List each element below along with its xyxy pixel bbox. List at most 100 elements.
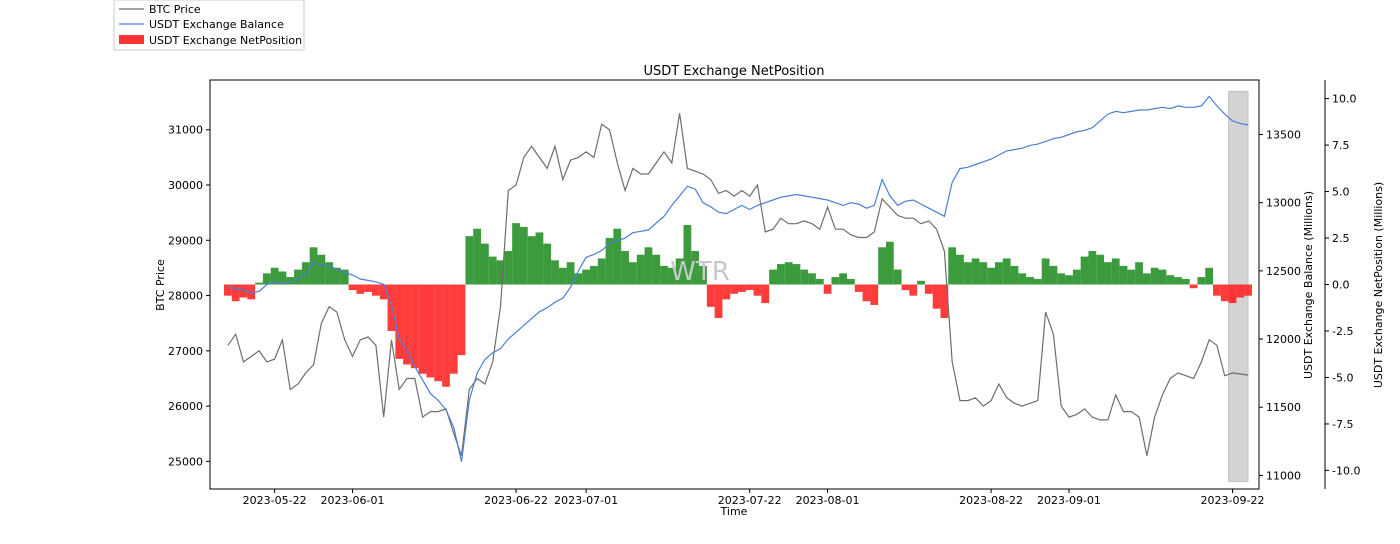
netposition-bar [948, 247, 957, 285]
netposition-bar [636, 254, 645, 285]
netposition-bar [839, 273, 848, 285]
netposition-bar [1205, 267, 1214, 285]
netposition-bar [862, 284, 871, 302]
netposition-bar [574, 273, 583, 285]
netposition-bar [815, 278, 824, 285]
netposition-bar [994, 262, 1003, 285]
netposition-bar [901, 284, 910, 291]
x-axis-label: Time [720, 505, 748, 518]
netposition-bar [1220, 284, 1229, 302]
netposition-bar [364, 284, 372, 292]
y-balance-tick-label: 13000 [1266, 197, 1301, 210]
netposition-bar [714, 284, 723, 318]
netposition-bar [597, 258, 606, 285]
x-tick-label: 2023-09-22 [1201, 494, 1265, 507]
netposition-bar [621, 251, 629, 285]
netposition-bar [590, 265, 598, 285]
netposition-bar [683, 225, 692, 285]
netposition-bar [1228, 284, 1237, 304]
netposition-bar [800, 269, 809, 285]
y-axis-label-netposition: USDT Exchange NetPosition (Millions) [1372, 182, 1385, 388]
netposition-bar [1236, 284, 1245, 298]
y-netposition-tick-label: 10.0 [1332, 93, 1357, 106]
netposition-bar [340, 269, 349, 285]
netposition-bar [512, 223, 520, 285]
netposition-bar [675, 258, 684, 285]
axes-layer: 2023-05-22 2023-06-01 2023-06-22 2023-07-01… [168, 80, 1360, 507]
netposition-bar [652, 254, 661, 285]
netposition-bar [699, 265, 707, 285]
netposition-bar [457, 284, 466, 356]
netposition-bar [956, 254, 964, 285]
netposition-bar [924, 284, 933, 294]
watermark-text: WTR [670, 257, 730, 287]
netposition-bar [278, 271, 287, 285]
netposition-bar [504, 251, 513, 285]
netposition-bar [667, 267, 676, 285]
netposition-bar [543, 243, 552, 285]
netposition-bar [270, 267, 279, 285]
netposition-bar [1166, 275, 1175, 285]
netposition-bars [224, 223, 1252, 387]
netposition-bar [1142, 273, 1151, 285]
y-netposition-tick-label: -2.5 [1332, 325, 1353, 338]
netposition-bar [738, 284, 746, 292]
series-lines [227, 95, 1249, 462]
netposition-bar [551, 260, 559, 285]
netposition-bar [1065, 275, 1073, 285]
netposition-bar [535, 232, 544, 285]
netposition-bar [987, 267, 995, 285]
netposition-bar [1049, 265, 1058, 285]
netposition-bar [247, 284, 256, 300]
netposition-bar [792, 264, 801, 285]
netposition-bar [1127, 269, 1136, 285]
netposition-bar [753, 284, 762, 296]
netposition-bar [628, 262, 637, 285]
netposition-bar [870, 284, 879, 305]
netposition-bar [979, 262, 988, 285]
netposition-bar [1041, 258, 1050, 285]
y-left-tick-label: 29000 [168, 234, 203, 247]
netposition-bar [558, 267, 567, 285]
netposition-bar [769, 269, 777, 285]
netposition-bar [449, 284, 458, 374]
netposition-bar [784, 262, 793, 285]
x-tick-label: 2023-05-22 [243, 494, 307, 507]
netposition-bar [1010, 265, 1019, 285]
netposition-bar [262, 273, 271, 285]
netposition-bar [434, 284, 443, 382]
netposition-bar [395, 284, 404, 359]
netposition-bar [1057, 273, 1066, 285]
netposition-bar [761, 284, 770, 304]
netposition-bar [745, 284, 754, 291]
netposition-bar [1111, 258, 1120, 285]
netposition-bar [1197, 277, 1206, 285]
y-left-tick-label: 31000 [168, 124, 203, 137]
y-netposition-tick-label: 5.0 [1332, 186, 1350, 199]
netposition-bar [333, 267, 341, 285]
netposition-bar [909, 284, 918, 296]
y-left-tick-label: 27000 [168, 345, 203, 358]
netposition-bar [1174, 277, 1182, 285]
netposition-bar [442, 284, 450, 387]
y-netposition-tick-label: 7.5 [1332, 139, 1350, 152]
y-balance-tick-label: 13500 [1266, 129, 1301, 142]
netposition-bar [776, 264, 785, 285]
netposition-bar [1033, 278, 1042, 285]
y-left-tick-label: 30000 [168, 179, 203, 192]
netposition-bar [224, 284, 232, 296]
x-tick-label: 2023-06-22 [484, 494, 548, 507]
netposition-bar [963, 262, 972, 285]
legend-label-balance: USDT Exchange Balance [149, 18, 284, 31]
y-netposition-tick-label: 2.5 [1332, 232, 1350, 245]
netposition-bar [294, 269, 302, 285]
netposition-bar [1135, 262, 1143, 285]
netposition-bar [893, 269, 902, 285]
netposition-bar [410, 284, 419, 369]
y-balance-tick-label: 11000 [1266, 469, 1301, 482]
netposition-bar [582, 269, 591, 285]
netposition-bar [519, 226, 528, 285]
netposition-bar [465, 236, 474, 285]
netposition-bar [309, 247, 318, 285]
